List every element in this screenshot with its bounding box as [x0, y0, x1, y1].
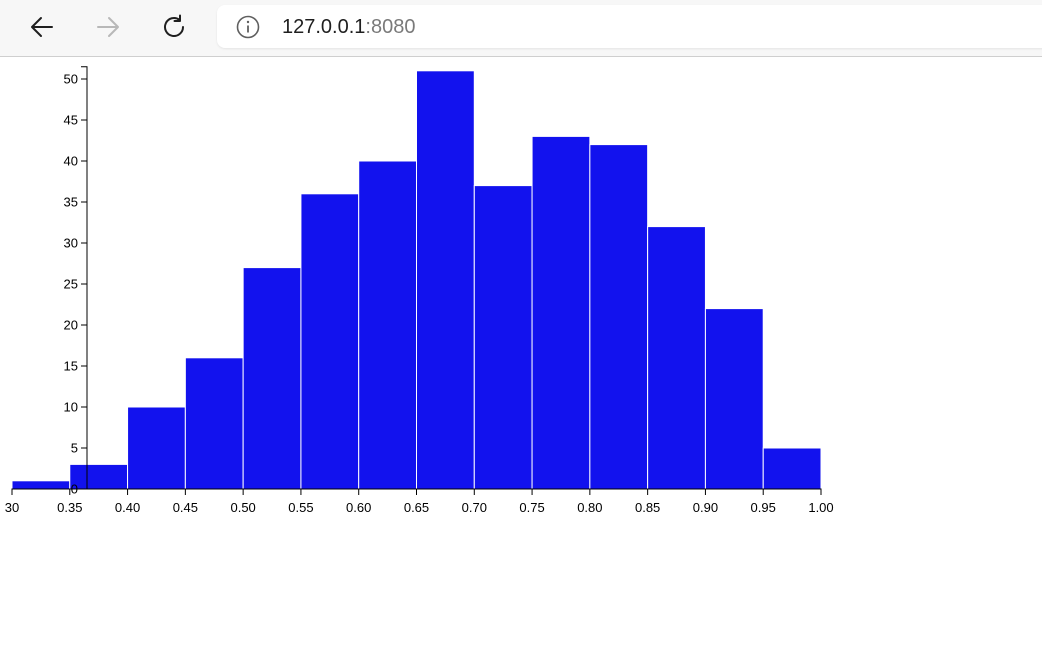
histogram-bar: [127, 406, 186, 490]
histogram-bar: [242, 267, 302, 490]
y-tick-label: 35: [64, 195, 78, 210]
histogram-bar: [69, 463, 129, 490]
x-tick-label: 0.80: [577, 500, 602, 515]
y-tick-label: 50: [64, 72, 78, 87]
y-tick-label: 45: [64, 113, 78, 128]
histogram-bar: [300, 193, 360, 490]
histogram-bar: [704, 308, 764, 490]
page-viewport: 0 5 10 15 20 25 30 35 40 45 50 30 0.35 0.40 0.45 0.50 0…: [0, 57, 1042, 641]
x-tick-label: 0.75: [519, 500, 544, 515]
forward-button[interactable]: [89, 9, 127, 45]
x-tick-label: 0.95: [751, 500, 776, 515]
y-tick-label: 30: [64, 236, 78, 251]
x-tick-label: 0.90: [693, 500, 718, 515]
url-port: :8080: [365, 16, 416, 38]
histogram-bar: [184, 357, 244, 490]
histogram-bar: [473, 185, 533, 490]
x-tick-label: 0.45: [173, 500, 198, 515]
x-tick-label: 30: [5, 500, 19, 515]
histogram-bar: [416, 70, 475, 490]
x-tick-label: 0.50: [230, 500, 255, 515]
x-tick-label: 0.35: [57, 500, 82, 515]
x-tick-label: 0.55: [288, 500, 313, 515]
x-tick-label: 1.00: [808, 500, 833, 515]
histogram-bar: [358, 160, 418, 490]
histogram-bar: [589, 144, 649, 490]
x-axis: 30 0.35 0.40 0.45 0.50 0.55 0.60 0.65 0.70 0.75 0.…: [5, 488, 834, 515]
y-axis-line: [81, 66, 88, 490]
x-tick-label: 0.70: [462, 500, 487, 515]
x-tick-label: 0.85: [635, 500, 660, 515]
histogram-bar: [647, 226, 706, 490]
x-tick-label: 0.65: [404, 500, 429, 515]
x-tick-label: 0.40: [115, 500, 140, 515]
address-bar[interactable]: 127.0.0.1:8080: [217, 5, 1042, 48]
y-tick-label: 25: [64, 277, 78, 292]
arrow-left-icon: [31, 17, 53, 37]
histogram-bar: [531, 135, 591, 490]
browser-toolbar: 127.0.0.1:8080: [0, 0, 1042, 57]
y-tick-label: 20: [64, 318, 78, 333]
bars: [11, 70, 822, 490]
info-icon[interactable]: [236, 15, 260, 39]
url-text[interactable]: 127.0.0.1:8080: [282, 16, 415, 38]
reload-icon: [164, 14, 184, 37]
x-tick-label: 0.60: [346, 500, 371, 515]
y-tick-label: 10: [64, 400, 78, 415]
y-tick-label: 5: [71, 441, 78, 456]
y-tick-label: 15: [64, 359, 78, 374]
back-button[interactable]: [23, 9, 61, 45]
histogram-bar: [762, 447, 822, 490]
url-host: 127.0.0.1: [282, 16, 366, 38]
histogram-bar: [11, 480, 71, 490]
y-tick-label: 40: [64, 154, 78, 169]
arrow-right-icon: [97, 17, 119, 37]
reload-button[interactable]: [155, 9, 193, 45]
